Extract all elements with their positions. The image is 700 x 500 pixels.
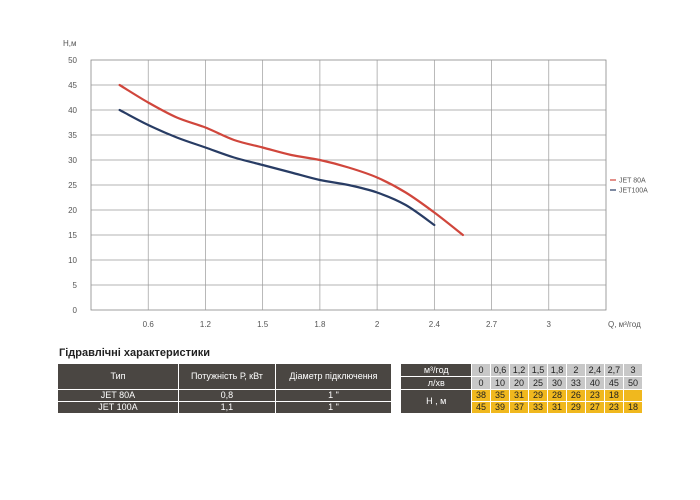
row-diameter-jet80a: 1 " (276, 390, 391, 401)
q-lmin-cell: 25 (529, 377, 547, 389)
x-tick-label: 3 (547, 320, 552, 329)
q-m3h-cell: 2 (567, 364, 585, 376)
legend: JET 80A JET100A (610, 178, 648, 195)
header-type: Тип (58, 364, 178, 389)
q-m3h-cell: 2,7 (605, 364, 623, 376)
h-cell-jet100a: 18 (624, 402, 642, 413)
hydraulic-table: Тип Потужність Р, кВт Діаметр підключенн… (57, 363, 643, 414)
header-unit-h: Н , м (401, 390, 471, 413)
x-tick-label: 2 (375, 320, 380, 329)
h-cell-jet80a: 26 (567, 390, 585, 401)
row-type-jet100a: JET 100A (58, 402, 178, 413)
q-lmin-cell: 30 (548, 377, 566, 389)
h-cell-jet80a: 29 (529, 390, 547, 401)
y-tick-label: 25 (68, 181, 77, 190)
y-tick-label: 35 (68, 131, 77, 140)
h-cell-jet100a: 33 (529, 402, 547, 413)
h-cell-jet80a: 18 (605, 390, 623, 401)
y-tick-label: 50 (68, 56, 77, 65)
q-m3h-cell: 2,4 (586, 364, 604, 376)
h-cell-jet80a (624, 390, 642, 401)
h-cell-jet100a: 27 (586, 402, 604, 413)
y-tick-label: 5 (73, 281, 78, 290)
x-tick-labels: 0.6 1.2 1.5 1.8 2 2.4 2.7 3 (143, 320, 552, 329)
y-tick-labels: 0 5 10 15 20 25 30 35 40 45 50 (68, 56, 77, 315)
q-m3h-cell: 1,8 (548, 364, 566, 376)
y-tick-label: 40 (68, 106, 77, 115)
h-cell-jet100a: 29 (567, 402, 585, 413)
legend-label: JET 80A (619, 178, 646, 185)
q-m3h-cell: 1,5 (529, 364, 547, 376)
row-power-jet100a: 1,1 (179, 402, 275, 413)
h-cell-jet80a: 31 (510, 390, 528, 401)
h-cell-jet100a: 23 (605, 402, 623, 413)
h-cell-jet100a: 37 (510, 402, 528, 413)
q-lmin-cell: 20 (510, 377, 528, 389)
x-tick-label: 1.5 (257, 320, 269, 329)
x-tick-label: 1.2 (200, 320, 212, 329)
q-lmin-cell: 50 (624, 377, 642, 389)
x-tick-label: 0.6 (143, 320, 155, 329)
table-gap (392, 364, 400, 413)
h-cell-jet80a: 23 (586, 390, 604, 401)
h-cell-jet100a: 39 (491, 402, 509, 413)
series-line-1 (120, 110, 435, 225)
x-tick-label: 2.4 (429, 320, 441, 329)
h-cell-jet100a: 31 (548, 402, 566, 413)
legend-label: JET100A (619, 188, 648, 195)
y-tick-label: 20 (68, 206, 77, 215)
x-tick-label: 2.7 (486, 320, 498, 329)
header-power: Потужність Р, кВт (179, 364, 275, 389)
h-cell-jet80a: 35 (491, 390, 509, 401)
row-power-jet80a: 0,8 (179, 390, 275, 401)
header-unit-lmin: л/хв (401, 377, 471, 389)
x-tick-label: 1.8 (314, 320, 326, 329)
y-tick-label: 30 (68, 156, 77, 165)
y-tick-label: 0 (73, 306, 78, 315)
h-cell-jet80a: 28 (548, 390, 566, 401)
q-lmin-cell: 40 (586, 377, 604, 389)
y-tick-label: 15 (68, 231, 77, 240)
pump-curve-chart: 0 5 10 15 20 25 30 35 40 45 50 0.6 1.2 1.5 1.8 2 2.4 2.7… (0, 0, 700, 340)
y-tick-label: 45 (68, 81, 77, 90)
q-m3h-cell: 1,2 (510, 364, 528, 376)
h-cell-jet80a: 38 (472, 390, 490, 401)
row-diameter-jet100a: 1 " (276, 402, 391, 413)
y-tick-label: 10 (68, 256, 77, 265)
x-axis-label: Q, м³/год (608, 320, 641, 329)
q-m3h-cell: 0 (472, 364, 490, 376)
q-m3h-cell: 3 (624, 364, 642, 376)
header-diameter: Діаметр підключення (276, 364, 391, 389)
h-cell-jet100a: 45 (472, 402, 490, 413)
q-lmin-cell: 0 (472, 377, 490, 389)
q-lmin-cell: 33 (567, 377, 585, 389)
q-m3h-cell: 0,6 (491, 364, 509, 376)
row-type-jet80a: JET 80A (58, 390, 178, 401)
header-unit-m3h: м³/год (401, 364, 471, 376)
q-lmin-cell: 10 (491, 377, 509, 389)
section-title: Гідравлічні характеристики (59, 347, 210, 359)
y-axis-label: Н,м (63, 39, 77, 48)
q-lmin-cell: 45 (605, 377, 623, 389)
